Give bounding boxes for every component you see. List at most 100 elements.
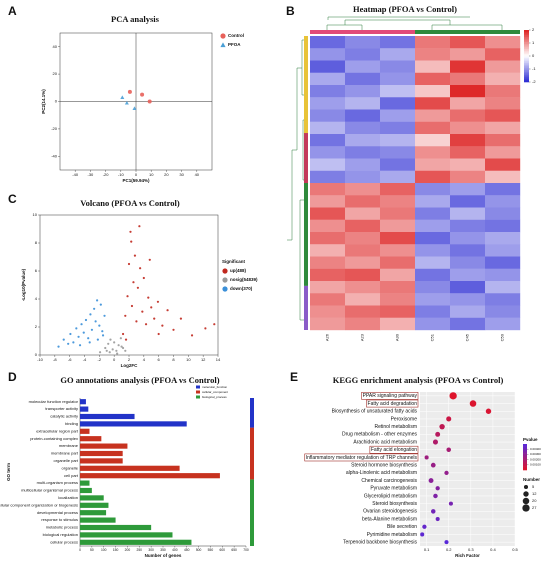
category-label: molecular function regulator xyxy=(29,399,79,404)
heat-cell xyxy=(485,317,521,331)
point xyxy=(120,345,123,348)
heat-cell xyxy=(450,256,486,269)
heat-cell xyxy=(380,36,416,49)
colorbar-step xyxy=(523,457,527,459)
y-tick-label: 10 xyxy=(33,212,38,217)
category-label: PPAR signaling pathway xyxy=(363,393,418,399)
heat-cell xyxy=(310,183,346,196)
heat-cell xyxy=(380,293,416,306)
colorbar-label: -1 xyxy=(532,66,536,71)
heat-cell xyxy=(485,232,521,245)
point xyxy=(77,335,80,338)
colorbar-label: 0 xyxy=(532,53,535,58)
point xyxy=(172,328,175,331)
bar xyxy=(80,421,187,427)
y-tick-label: 0 xyxy=(55,99,58,104)
colorbar-step xyxy=(524,40,529,43)
dendrogram xyxy=(287,39,308,321)
panel-label: E xyxy=(290,370,298,384)
category-label: Glycerolipid metabolism xyxy=(364,493,417,499)
heat-cell xyxy=(415,317,451,331)
bubble xyxy=(448,501,453,506)
legend-label: Control xyxy=(228,33,244,38)
point xyxy=(147,99,152,104)
colorbar-step xyxy=(524,59,529,62)
heat-cell xyxy=(345,121,381,135)
y-tick-label: 20 xyxy=(53,71,58,76)
point xyxy=(132,106,137,110)
heat-cell xyxy=(485,268,521,282)
colorbar-step xyxy=(524,78,529,81)
column-group xyxy=(345,30,380,34)
heat-cell xyxy=(450,232,486,245)
heat-cell xyxy=(345,109,381,122)
heat-cell xyxy=(380,317,416,331)
point xyxy=(99,303,102,306)
point xyxy=(93,307,96,310)
heat-cell xyxy=(450,195,486,208)
x-tick-label: 8 xyxy=(172,357,175,362)
category-label: Chemical carcinogenesis xyxy=(361,478,417,484)
category-label: beta-Alanine metabolism xyxy=(362,516,417,522)
heat-cell xyxy=(310,109,346,122)
panel-label: B xyxy=(286,4,295,18)
heat-cell xyxy=(485,207,521,220)
row-group xyxy=(304,285,308,330)
bar xyxy=(80,480,90,486)
colorbar-step xyxy=(523,463,527,466)
colorbar-step xyxy=(524,76,529,79)
colorbar-label: 0.00300 xyxy=(530,452,541,456)
bar xyxy=(80,495,104,501)
bar xyxy=(80,502,109,508)
highlight-box xyxy=(304,453,419,462)
heat-cell xyxy=(310,121,346,135)
point xyxy=(75,327,78,330)
heat-cell xyxy=(450,170,486,184)
heat-cell xyxy=(380,195,416,208)
heat-cell xyxy=(310,158,346,171)
heat-cell xyxy=(345,195,381,208)
x-tick-label: 10 xyxy=(149,172,154,177)
heat-cell xyxy=(450,60,486,73)
category-label: cell part xyxy=(64,473,79,478)
panel-label: A xyxy=(8,4,17,18)
heat-cell xyxy=(310,195,346,208)
legend-swatch xyxy=(196,390,200,394)
point xyxy=(124,100,129,105)
heat-cell xyxy=(415,305,451,318)
colorbar-step xyxy=(523,444,527,446)
heat-cell xyxy=(485,134,521,147)
point xyxy=(105,349,108,352)
point xyxy=(67,342,70,345)
legend-marker xyxy=(222,268,228,274)
size-legend-label: 27 xyxy=(532,505,537,510)
size-legend-marker xyxy=(523,491,529,497)
colorbar-label: 0.00100 xyxy=(530,463,541,467)
colorbar-step xyxy=(524,54,529,57)
heat-cell xyxy=(450,317,486,331)
heat-cell xyxy=(450,97,486,110)
point xyxy=(119,337,122,340)
y-tick-label: -40 xyxy=(51,153,58,158)
x-tick-label: -8 xyxy=(53,357,57,362)
category-label: binding xyxy=(65,421,78,426)
colorbar-step xyxy=(524,73,529,76)
highlight-box xyxy=(361,391,419,400)
heat-cell xyxy=(415,256,451,269)
point xyxy=(111,348,114,351)
column-group xyxy=(415,30,450,34)
point xyxy=(69,332,72,336)
heat-cell xyxy=(310,244,346,257)
heat-cell xyxy=(345,72,381,86)
bubble xyxy=(433,493,438,499)
colorbar-step xyxy=(524,69,529,72)
column-group xyxy=(450,30,485,34)
category-label: Bile secretion xyxy=(387,524,417,530)
heat-cell xyxy=(485,121,521,135)
category-label: multicellular organismal process xyxy=(21,488,78,493)
point xyxy=(101,334,105,337)
heat-cell xyxy=(415,183,451,196)
point xyxy=(80,323,83,326)
colorbar-step xyxy=(523,460,527,463)
x-axis-label: PC1(59.94%) xyxy=(122,178,150,183)
